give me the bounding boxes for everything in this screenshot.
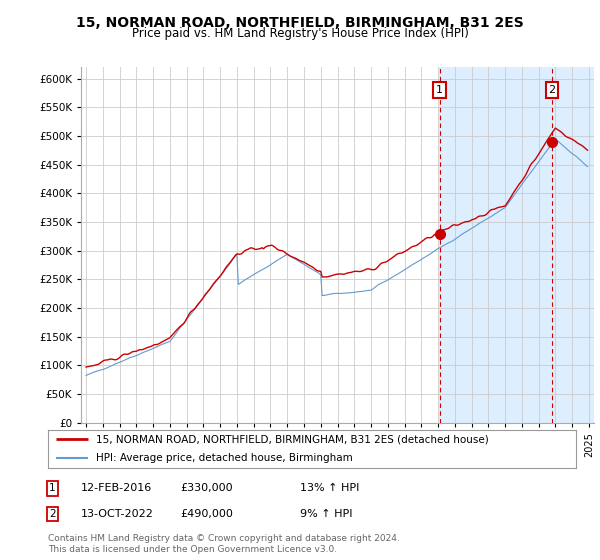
Text: HPI: Average price, detached house, Birmingham: HPI: Average price, detached house, Birm…: [95, 453, 352, 463]
Text: 15, NORMAN ROAD, NORTHFIELD, BIRMINGHAM, B31 2ES: 15, NORMAN ROAD, NORTHFIELD, BIRMINGHAM,…: [76, 16, 524, 30]
Text: Price paid vs. HM Land Registry's House Price Index (HPI): Price paid vs. HM Land Registry's House …: [131, 27, 469, 40]
Text: 9% ↑ HPI: 9% ↑ HPI: [300, 509, 353, 519]
Text: £330,000: £330,000: [180, 483, 233, 493]
Text: 13-OCT-2022: 13-OCT-2022: [81, 509, 154, 519]
Text: 1: 1: [436, 85, 443, 95]
Text: 12-FEB-2016: 12-FEB-2016: [81, 483, 152, 493]
Text: 13% ↑ HPI: 13% ↑ HPI: [300, 483, 359, 493]
Text: Contains HM Land Registry data © Crown copyright and database right 2024.: Contains HM Land Registry data © Crown c…: [48, 534, 400, 543]
Text: This data is licensed under the Open Government Licence v3.0.: This data is licensed under the Open Gov…: [48, 545, 337, 554]
Text: 15, NORMAN ROAD, NORTHFIELD, BIRMINGHAM, B31 2ES (detached house): 15, NORMAN ROAD, NORTHFIELD, BIRMINGHAM,…: [95, 434, 488, 444]
Text: 1: 1: [49, 483, 56, 493]
Text: 2: 2: [548, 85, 556, 95]
Text: 2: 2: [49, 509, 56, 519]
Bar: [439, 67, 598, 423]
Text: £490,000: £490,000: [180, 509, 233, 519]
